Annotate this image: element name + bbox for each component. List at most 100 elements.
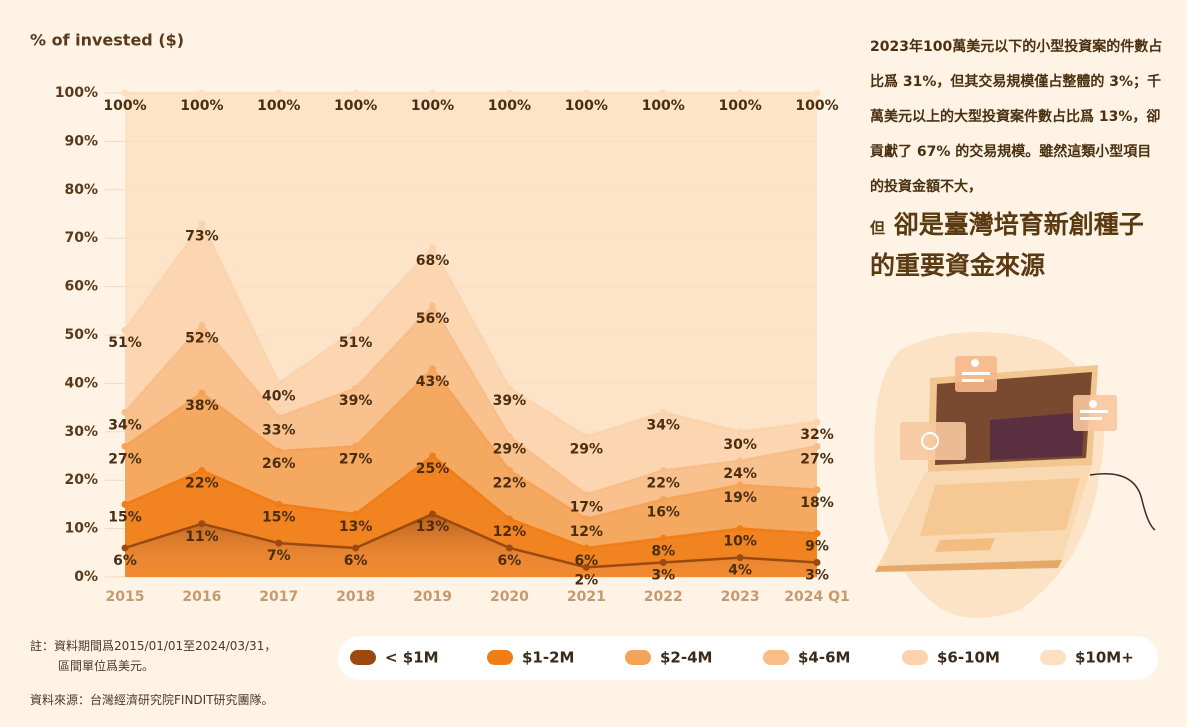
highlight: 但 卻是臺灣培育新創種子的重要資金來源 [870, 206, 1160, 285]
legend-swatch [763, 650, 789, 665]
legend-label: $4-6M [798, 649, 850, 667]
data-label: 52% [185, 330, 219, 346]
data-point [736, 554, 744, 562]
data-point [813, 89, 821, 97]
data-label: 100% [257, 98, 300, 114]
data-label: 8% [651, 543, 675, 559]
data-point [813, 418, 821, 426]
legend-label: $10M+ [1075, 649, 1134, 667]
data-point [352, 89, 360, 97]
data-point [352, 326, 360, 334]
data-label: 56% [416, 311, 450, 327]
data-point [121, 408, 129, 416]
data-point [659, 534, 667, 542]
legend-swatch [487, 650, 513, 665]
legend-swatch [625, 650, 651, 665]
data-label: 4% [728, 563, 752, 579]
data-label: 27% [339, 451, 373, 467]
data-label: 6% [344, 553, 368, 569]
data-point [736, 457, 744, 465]
y-tick-label: 20% [64, 472, 98, 488]
data-label: 100% [103, 98, 146, 114]
data-label: 6% [113, 553, 137, 569]
source: 資料來源：台灣經濟研究院FINDIT研究團隊。 [30, 693, 274, 707]
series-line [124, 454, 818, 550]
data-point [813, 529, 821, 537]
x-tick-label: 2020 [490, 589, 529, 605]
series-area [125, 514, 817, 577]
data-label: 73% [185, 229, 219, 245]
data-point [121, 326, 129, 334]
x-tick-label: 2017 [259, 589, 298, 605]
x-tick-label: 2024 Q1 [784, 589, 849, 605]
data-label: 13% [339, 519, 373, 535]
x-tick-label: 2023 [721, 589, 760, 605]
series-line [123, 221, 818, 439]
data-point [121, 500, 129, 508]
highlight-lead: 但 [870, 219, 886, 237]
data-point [121, 442, 129, 450]
data-point [505, 544, 513, 552]
data-label: 17% [570, 500, 604, 516]
data-point [429, 510, 437, 518]
data-label: 39% [339, 393, 373, 409]
data-point [352, 510, 360, 518]
y-tick-label: 30% [64, 424, 98, 440]
y-tick-label: 40% [64, 375, 98, 391]
data-point [121, 544, 129, 552]
y-axis-label: % of invested ($) [30, 31, 184, 50]
data-label: 25% [416, 461, 450, 477]
data-label: 43% [416, 374, 450, 390]
series-line [124, 303, 818, 497]
data-label: 32% [800, 427, 834, 443]
data-label: 100% [334, 98, 377, 114]
data-label: 29% [493, 442, 527, 458]
data-point [275, 413, 283, 421]
data-label: 15% [262, 509, 296, 525]
data-label: 34% [108, 417, 142, 433]
data-label: 10% [723, 534, 757, 550]
data-label: 18% [800, 495, 834, 511]
note-line: 註：資料期間爲2015/01/01至2024/03/31， [30, 639, 277, 653]
data-label: 30% [723, 437, 757, 453]
data-point [505, 384, 513, 392]
highlight-text: 卻是臺灣培育新創種子的重要資金來源 [870, 210, 1144, 280]
data-point [582, 544, 590, 552]
data-point [352, 384, 360, 392]
data-point [275, 447, 283, 455]
data-point [429, 89, 437, 97]
data-point [275, 500, 283, 508]
data-label: 15% [108, 509, 142, 525]
x-tick-label: 2015 [106, 589, 145, 605]
data-point [429, 244, 437, 252]
data-point [582, 433, 590, 441]
data-point [352, 442, 360, 450]
data-point [736, 525, 744, 533]
data-point [659, 408, 667, 416]
data-point [275, 379, 283, 387]
data-point [659, 89, 667, 97]
data-label: 34% [646, 417, 680, 433]
data-label: 100% [411, 98, 454, 114]
y-tick-label: 70% [64, 230, 98, 246]
legend-swatch [350, 650, 376, 665]
data-label: 27% [800, 451, 834, 467]
data-point [198, 389, 206, 397]
data-point [198, 467, 206, 475]
series-line [124, 512, 818, 569]
laptop-illustration [874, 332, 1156, 618]
data-label: 40% [262, 388, 296, 404]
data-label: 6% [574, 553, 598, 569]
data-label: 27% [108, 451, 142, 467]
data-point [813, 442, 821, 450]
data-point [582, 515, 590, 523]
data-label: 22% [646, 476, 680, 492]
x-tick-label: 2018 [336, 589, 375, 605]
x-tick-label: 2021 [567, 589, 606, 605]
data-label: 24% [723, 466, 757, 482]
data-point [198, 220, 206, 228]
plot-area: 0% 10% 20% 30% 40% 50% 60% 70% 80% 90% 100% 6% 11% 7%… [55, 85, 850, 605]
data-point [736, 481, 744, 489]
description: 2023年100萬美元以下的小型投資案的件數占比爲 31%，但其交易規模僅占整體… [870, 39, 1163, 195]
